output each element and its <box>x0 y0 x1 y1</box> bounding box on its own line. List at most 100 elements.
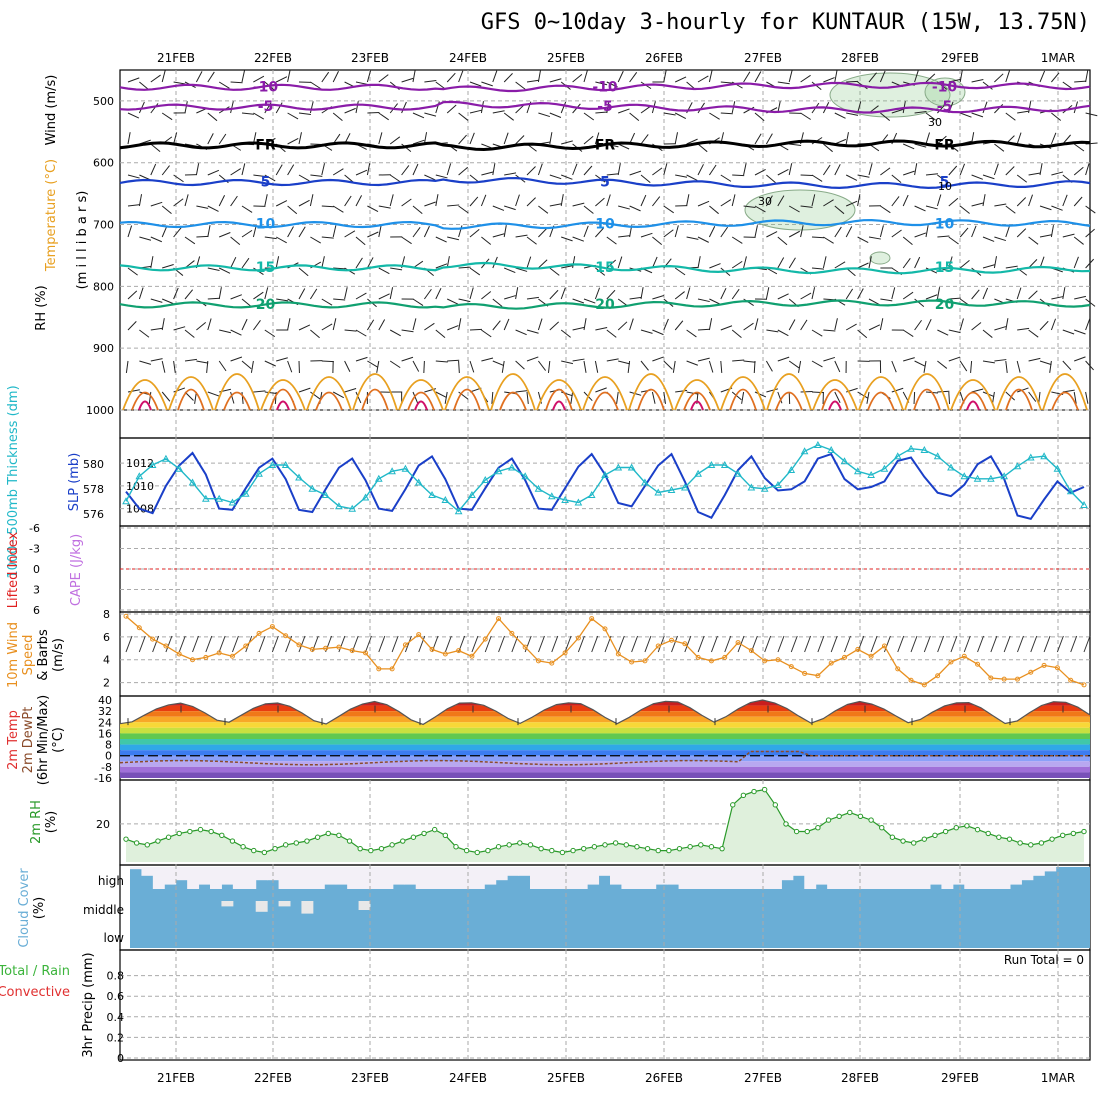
upper-wind-barb <box>925 318 932 331</box>
upper-wind-barb <box>560 329 571 338</box>
upper-wind-barb <box>606 194 611 207</box>
upper-wind-barb <box>275 200 288 207</box>
upper-wind-barb <box>264 287 269 300</box>
upper-wind-barb <box>822 164 831 176</box>
thickness-point <box>627 463 636 471</box>
upper-wind-barb <box>162 298 174 305</box>
upper-wind-barb <box>241 70 246 83</box>
upper-wind-barb <box>834 318 838 331</box>
upper-wind-barb <box>982 236 995 242</box>
upper-wind-barb <box>1028 194 1033 207</box>
rh-point <box>581 845 587 852</box>
surface-wind-barb <box>538 635 545 653</box>
upper-wind-barb <box>1050 132 1057 145</box>
upper-wind-barb <box>741 391 745 404</box>
upper-wind-barb <box>458 112 469 121</box>
cloud-high-bar <box>930 867 942 885</box>
wind-speed-point <box>496 616 502 622</box>
upper-wind-barb <box>640 174 651 183</box>
rh-point <box>549 847 555 854</box>
upper-air-rh-title: RH (%) <box>34 285 49 330</box>
thickness-point <box>987 474 995 482</box>
upper-wind-barb <box>1028 172 1041 176</box>
wind-speed-point <box>349 648 355 654</box>
upper-wind-barb <box>173 287 179 300</box>
upper-wind-barb <box>640 105 652 114</box>
isotherm-label: -5 <box>258 99 274 115</box>
boundary-layer-contour <box>766 373 812 411</box>
upper-wind-barb <box>595 327 608 331</box>
upper-wind-barb <box>754 168 766 176</box>
upper-wind-barb <box>868 256 872 269</box>
upper-wind-barb <box>298 324 311 331</box>
precip-tick: 0.6 <box>107 990 125 1003</box>
upper-wind-barb <box>788 70 793 83</box>
upper-wind-barb <box>446 104 457 114</box>
upper-wind-barb <box>731 260 743 269</box>
upper-wind-barb <box>310 329 320 339</box>
upper-wind-barb <box>207 318 212 331</box>
upper-wind-barb <box>298 267 309 277</box>
upper-wind-barb <box>674 225 679 238</box>
boundary-layer-contour <box>582 376 628 411</box>
rh-point <box>197 826 204 833</box>
upper-wind-barb <box>798 360 802 373</box>
upper-wind-barb <box>537 318 543 331</box>
rh-point <box>187 828 193 835</box>
rh-point <box>985 830 991 837</box>
rh-point <box>293 840 300 846</box>
upper-wind-barb <box>492 163 496 176</box>
wind-speed-point <box>256 630 262 636</box>
upper-wind-barb <box>777 356 790 362</box>
surface-wind-barb <box>298 635 306 653</box>
upper-wind-barb <box>640 194 647 207</box>
upper-wind-barb <box>811 329 823 337</box>
upper-wind-barb <box>424 174 436 181</box>
date-label-top: 26FEB <box>645 51 683 65</box>
boundary-layer-contour <box>315 391 343 411</box>
upper-wind-barb <box>1051 171 1064 176</box>
upper-wind-barb <box>902 258 911 269</box>
upper-wind-barb <box>834 226 842 238</box>
thickness-point <box>840 457 849 465</box>
thickness-point <box>348 504 357 512</box>
thickness-point <box>534 484 543 492</box>
cloud-high-bar <box>815 867 828 885</box>
boundary-layer-contour <box>858 376 904 411</box>
rh-point <box>676 845 683 852</box>
upper-wind-barb <box>253 174 266 177</box>
upper-wind-barb <box>150 201 163 207</box>
upper-wind-barb <box>515 390 528 393</box>
upper-wind-barb <box>686 360 699 366</box>
upper-wind-barb <box>207 391 220 397</box>
upper-wind-barb <box>1085 298 1096 307</box>
boundary-layer-contour <box>352 373 398 411</box>
rh-point <box>272 845 278 852</box>
upper-wind-barb <box>309 194 314 207</box>
wind-speed-point <box>975 661 981 667</box>
wind-speed-point <box>1001 676 1007 682</box>
cloud-high-bar <box>998 867 1011 889</box>
upper-wind-barb <box>845 323 857 331</box>
upper-wind-barb <box>389 360 401 369</box>
boundary-layer-contour <box>536 379 582 411</box>
upper-wind-barb <box>674 291 685 300</box>
boundary-layer-contour <box>628 373 674 411</box>
upper-wind-barb <box>743 71 751 83</box>
upper-wind-barb <box>777 81 790 85</box>
cloud-middle-bar <box>278 901 291 907</box>
wind-speed-point <box>575 635 581 641</box>
thickness-point <box>787 465 796 473</box>
upper-wind-barb <box>868 236 881 240</box>
boundary-layer-contour <box>996 376 1042 411</box>
rh-point <box>368 847 374 854</box>
wind-speed-point <box>296 642 302 648</box>
upper-wind-barb <box>207 225 211 238</box>
thickness-tick: 576 <box>83 508 104 521</box>
wind-title: (m/s) <box>51 638 66 672</box>
upper-wind-barb <box>367 360 378 368</box>
temperature-band <box>120 766 1090 773</box>
boundary-layer-contour <box>122 379 168 411</box>
cloud-middle-bar <box>221 901 234 907</box>
thickness-point <box>268 460 277 468</box>
